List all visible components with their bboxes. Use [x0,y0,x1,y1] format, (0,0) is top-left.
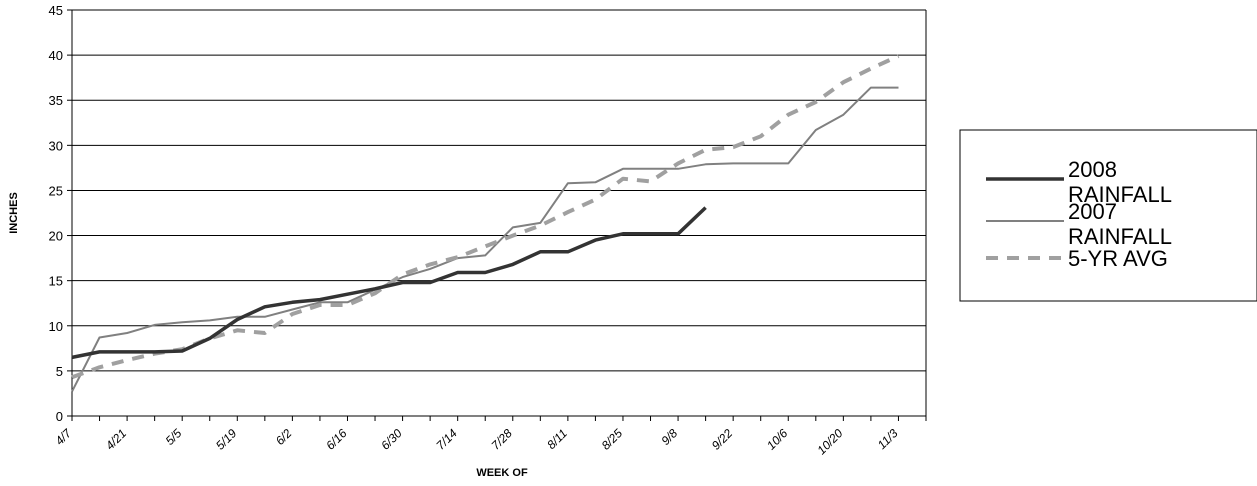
x-axis-title: WEEK OF [476,467,528,479]
y-tick-label: 40 [49,48,63,63]
x-tick-label: 4/7 [52,425,75,448]
legend-label-line: 2007 [1068,199,1117,224]
legend-label-line: RAINFALL [1068,224,1172,249]
series-line-2 [71,86,899,393]
x-tick-label: 7/28 [488,426,515,453]
x-axis-ticks: 4/7 4/21 5/5 5/19 6/2 6/16 6/30 7/14 7/28 8/11 8/2… [52,416,927,457]
x-tick-label: 7/14 [433,426,460,453]
y-tick-label: 25 [49,183,63,198]
x-tick-label: 6/2 [273,426,295,448]
legend-label: 5-YR AVG [1068,246,1168,271]
y-tick-label: 45 [49,3,63,18]
plot-area-frame [71,10,927,417]
y-tick-label: 5 [56,364,63,379]
y-tick-label: 20 [49,229,63,244]
x-tick-label: 5/19 [213,426,240,453]
y-tick-label: 10 [49,319,63,334]
legend-label: 2007 RAINFALL [1068,199,1172,249]
legend-box [959,129,1257,302]
y-tick-label: 15 [49,274,63,289]
x-tick-label: 6/30 [378,426,405,453]
x-tick-label: 8/11 [544,426,570,452]
x-tick-label: 10/20 [814,426,845,457]
y-tick-label: 0 [56,409,63,424]
series-layer [71,54,900,393]
x-tick-label: 9/22 [709,426,736,453]
x-tick-label: 4/21 [103,426,129,452]
x-tick-label: 9/8 [658,426,680,448]
gridlines [72,9,926,417]
y-tick-label: 30 [49,138,63,153]
y-tick-label: 35 [49,93,63,108]
y-axis-ticks: 0 5 10 15 20 25 30 35 40 45 [49,3,72,424]
x-tick-label: 6/16 [323,426,350,453]
x-tick-label: 10/6 [764,426,791,453]
series-line-3 [71,54,900,380]
x-tick-label: 5/5 [163,426,185,448]
legend-label-line: 2008 [1068,157,1117,182]
y-axis-title: INCHES [8,192,20,234]
series-line-1 [71,206,707,360]
x-tick-label: 11/3 [875,426,901,452]
legend-label: 2008 RAINFALL [1068,157,1172,207]
legend-label-line: RAINFALL [1068,182,1172,207]
x-tick-label: 8/25 [599,426,626,453]
